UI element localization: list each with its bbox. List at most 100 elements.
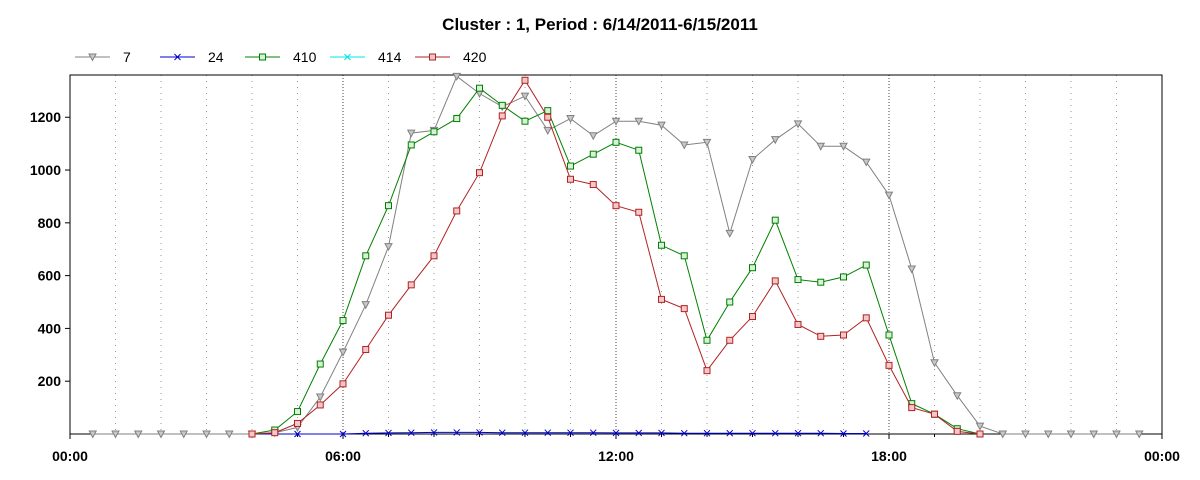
legend-item-414: 414 [330, 49, 402, 65]
data-point [658, 241, 665, 249]
data-point [635, 208, 643, 216]
data-point [543, 126, 553, 135]
data-point [931, 410, 938, 418]
data-point [952, 392, 962, 401]
data-point [862, 261, 870, 269]
data-point [407, 281, 415, 289]
data-point [179, 430, 189, 439]
data-point [749, 429, 756, 437]
data-point [703, 336, 711, 344]
data-point [385, 202, 392, 210]
data-point [476, 429, 483, 436]
legend-marker [88, 53, 97, 62]
tick-labels: 200 400 600 800 1000 1200 00:00 06:00 12:00 18:00… [30, 109, 1180, 464]
y-tick-label: 400 [38, 320, 62, 336]
data-point [202, 430, 211, 439]
legend-label: 24 [208, 49, 224, 65]
data-point [430, 128, 438, 136]
x-tick-label: 12:00 [598, 448, 634, 464]
data-point [567, 429, 574, 437]
data-point [725, 229, 735, 238]
data-point [1089, 430, 1099, 439]
data-point [430, 252, 438, 260]
data-point [385, 429, 392, 437]
data-point [384, 243, 393, 252]
data-point [294, 419, 301, 427]
data-point [453, 207, 461, 215]
data-point [362, 429, 370, 437]
legend-label: 7 [123, 49, 131, 65]
data-point [976, 430, 984, 438]
data-point [817, 429, 825, 437]
data-point [703, 429, 711, 437]
data-point [771, 216, 779, 224]
y-tick-label: 800 [38, 215, 62, 231]
grid [115, 75, 1117, 434]
data-point [407, 141, 415, 149]
legend-label: 414 [378, 49, 402, 65]
data-point [1066, 430, 1076, 439]
data-point [224, 430, 234, 439]
data-point [748, 155, 757, 165]
data-point [588, 132, 598, 141]
data-point [339, 430, 347, 438]
chart-title: Cluster : 1, Period : 6/14/2011-6/15/201… [442, 15, 758, 34]
series-24 [248, 429, 870, 438]
data-point [407, 429, 415, 437]
data-point [316, 401, 324, 409]
data-point [635, 146, 643, 154]
data-point [793, 120, 803, 129]
data-point [1021, 430, 1030, 439]
data-point [885, 361, 893, 369]
legend-label: 420 [463, 49, 487, 65]
data-point [362, 346, 370, 354]
data-point [544, 429, 552, 437]
data-point [726, 429, 734, 437]
data-point [385, 311, 392, 319]
data-point [612, 138, 620, 146]
data-point [521, 429, 529, 437]
data-point [862, 430, 870, 437]
data-point [338, 348, 348, 357]
data-point [316, 360, 324, 368]
data-point [817, 332, 825, 340]
data-point [498, 112, 506, 120]
data-point [749, 264, 756, 272]
data-point [634, 117, 644, 126]
data-point [271, 429, 279, 437]
data-point [453, 115, 461, 123]
data-point [452, 72, 462, 81]
legend-item-7: 7 [75, 49, 131, 65]
data-point [658, 429, 665, 437]
data-point [566, 115, 575, 124]
data-point [362, 252, 370, 260]
series-line-420 [251, 79, 981, 435]
data-point [862, 314, 870, 322]
data-point [749, 313, 756, 321]
data-point [88, 430, 98, 439]
legend-label: 410 [293, 49, 317, 65]
legend-marker [344, 53, 351, 61]
data-point [635, 429, 643, 437]
data-point [567, 162, 574, 170]
data-point [794, 276, 802, 284]
data-point [658, 295, 665, 303]
data-point [885, 331, 893, 339]
data-point [1134, 430, 1144, 439]
data-point [771, 429, 779, 437]
data-point [679, 141, 689, 150]
data-point [817, 278, 825, 286]
data-point [294, 408, 301, 416]
data-point [680, 252, 688, 260]
data-point [702, 138, 712, 147]
data-point [544, 107, 552, 115]
x-tick-label: 18:00 [871, 448, 907, 464]
data-point [657, 121, 666, 130]
data-point [840, 331, 847, 339]
data-point [908, 404, 916, 412]
data-point [839, 142, 848, 151]
data-point [770, 136, 780, 145]
data-point [476, 169, 483, 177]
legend-marker [259, 53, 266, 61]
